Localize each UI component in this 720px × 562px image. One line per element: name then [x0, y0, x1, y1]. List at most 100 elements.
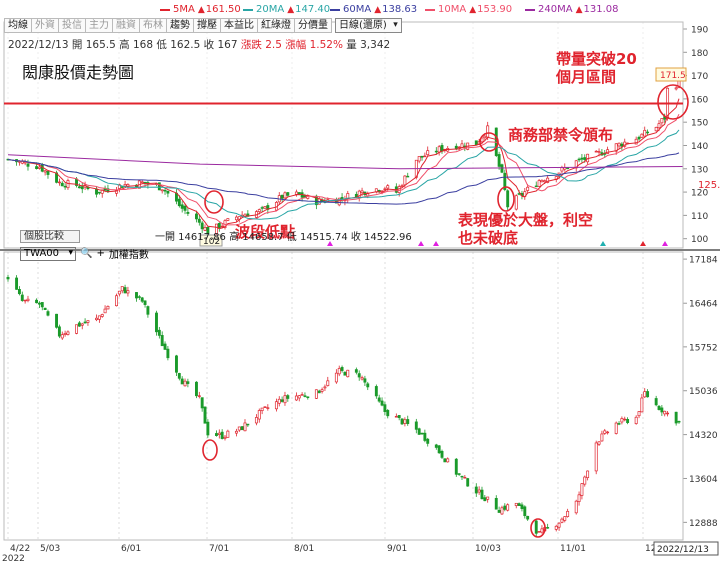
legend-item-240ma: 240MA ▲ 131.08 [525, 4, 618, 15]
upper-grid: 190 180 170 160 150 140 130 120 110 100 [7, 22, 708, 248]
moving-average-lines [7, 98, 684, 230]
lower-grid: 17184 16464 15752 15036 14320 13604 12888 [7, 252, 718, 540]
event-marker [662, 241, 668, 246]
index-candle-body [26, 298, 30, 301]
index-candle-body [554, 525, 558, 530]
tab-主力[interactable]: 主力 [86, 18, 113, 33]
index-candle-body [483, 497, 487, 502]
index-candle-body [326, 380, 330, 386]
add-index-label[interactable]: 加權指數 [108, 250, 149, 261]
index-candle-body [563, 516, 567, 521]
ma20-line [7, 129, 680, 220]
index-candle-body [474, 486, 478, 494]
x-tick-label: 7/01 [209, 544, 229, 554]
index-candle-body [574, 500, 578, 514]
legend-value: 147.40 [295, 4, 331, 15]
index-candle-body [100, 314, 104, 317]
stock-candle-body [506, 190, 510, 208]
change-value: 2.5 [265, 39, 282, 51]
compare-button[interactable]: 個股比較 [20, 230, 80, 243]
stock-candle-body [397, 186, 401, 194]
index-candle-body [220, 431, 224, 439]
index-candle-body [306, 396, 310, 399]
index-candle-body [577, 494, 581, 502]
index-candle-body [77, 322, 81, 327]
index-candle-body [486, 496, 490, 500]
index-candle-body [434, 444, 438, 448]
index-candle-body [115, 295, 118, 307]
index-candle-body [537, 531, 541, 533]
stock-candle-body [354, 193, 358, 198]
lower-y-tick-label: 17184 [689, 256, 718, 266]
stock-candle-body [180, 204, 184, 209]
tab-投信[interactable]: 投信 [59, 18, 86, 33]
index-candle-body [23, 299, 27, 302]
tab-均線[interactable]: 均線 [4, 18, 32, 33]
legend-value: 153.90 [477, 4, 513, 15]
index-ohlc: 一開 14617.86 高 14658.7 低 14515.74 收 14522… [155, 232, 412, 243]
stock-candle-body [163, 189, 167, 192]
zoom-icon[interactable]: 🔍 [80, 248, 93, 259]
tab-外資[interactable]: 外資 [32, 18, 59, 33]
legend-item-20ma: 20MA ▲ 147.40 [243, 4, 330, 15]
tab-布林[interactable]: 布林 [140, 18, 167, 33]
index-candle-body [540, 528, 544, 533]
low-value: 162.5 [170, 39, 201, 51]
tab-趨勢[interactable]: 趨勢 [167, 18, 194, 33]
tab-紅綠燈[interactable]: 紅綠燈 [258, 18, 295, 33]
index-select[interactable]: TWA00 [20, 246, 76, 261]
index-candle-body [137, 296, 141, 298]
index-low-circle-2 [530, 518, 546, 538]
index-candle-body [160, 335, 164, 347]
stock-candle-body [614, 143, 618, 152]
index-candle-body [526, 515, 530, 520]
index-candle-body [403, 419, 407, 424]
stock-candle-body [497, 154, 501, 167]
index-candle-body [657, 405, 661, 410]
axes: 4/225/036/017/018/019/0110/0311/0112/020… [0, 21, 720, 562]
low-label: 低 [156, 39, 167, 51]
lower-frame [3, 251, 684, 541]
index-candle-body [260, 407, 264, 412]
stock-candle-body [46, 171, 50, 175]
index-candle-body [500, 507, 504, 515]
lower-y-tick-label: 13604 [689, 475, 718, 485]
index-candle-body [640, 397, 644, 413]
stock-candle-body [597, 150, 601, 153]
index-candle-body [354, 369, 358, 373]
stock-candle-body [540, 179, 544, 183]
legend-item-10ma: 10MA ▲ 153.90 [425, 4, 512, 15]
stock-candle-body [434, 150, 438, 153]
stock-candle-body [63, 185, 67, 188]
index-candle-body [266, 407, 270, 409]
legend-label: 20MA [256, 4, 285, 15]
index-candle-body [414, 421, 418, 430]
tab-本益比[interactable]: 本益比 [221, 18, 258, 33]
low-point-note: 波段低點 [235, 223, 295, 241]
index-candle-body [57, 326, 61, 337]
period-select[interactable]: 日線(還原) [335, 18, 402, 33]
volume-value: 3,342 [360, 39, 391, 51]
stock-candle-body [160, 189, 164, 192]
index-candle-body [397, 415, 401, 419]
up-arrow-icon: ▲ [575, 4, 583, 15]
index-candle-body [177, 373, 181, 379]
index-candle-body [86, 320, 90, 323]
low-value-label: 102 [203, 237, 220, 247]
stock-candle-body [140, 181, 144, 184]
stock-candle-body [37, 166, 41, 169]
index-candle-body [163, 343, 167, 350]
tab-撐壓[interactable]: 撐壓 [194, 18, 221, 33]
stock-candle-body [35, 166, 39, 169]
stock-candle-body [620, 143, 624, 147]
index-candle-body [557, 522, 561, 528]
close-value: 167 [217, 39, 238, 51]
stock-candle-body [543, 180, 547, 183]
index-candle-body [83, 321, 87, 324]
tab-融資[interactable]: 融資 [113, 18, 140, 33]
add-icon[interactable]: + [96, 248, 105, 259]
index-candle-body [60, 334, 64, 339]
index-candle-body [46, 311, 50, 316]
tab-分價量[interactable]: 分價量 [295, 18, 332, 33]
index-candle-body [340, 367, 344, 371]
